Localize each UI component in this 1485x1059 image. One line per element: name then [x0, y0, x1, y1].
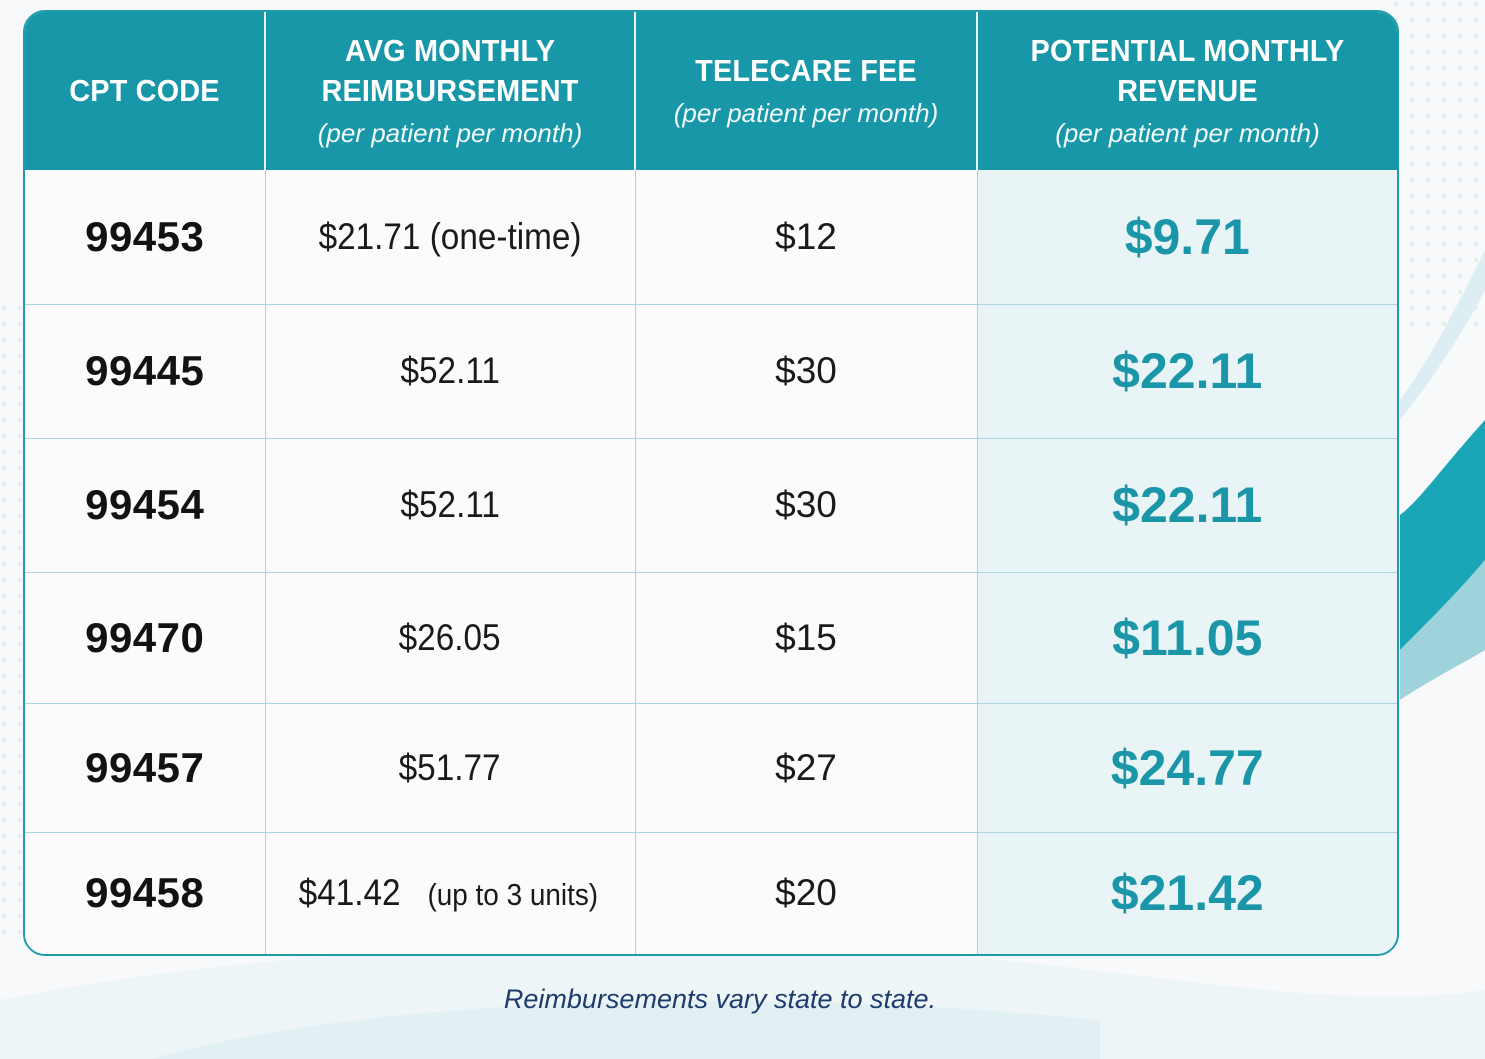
telecare-fee-cell: $12: [635, 170, 978, 305]
telecare-fee-cell: $15: [635, 572, 978, 704]
header-cpt-code: CPT CODE: [25, 12, 266, 170]
header-subtitle: (per patient per month): [1055, 118, 1320, 148]
header-subtitle: (per patient per month): [317, 118, 583, 148]
header-subtitle: (per patient per month): [673, 98, 939, 128]
telecare-fee-cell: $30: [635, 304, 978, 439]
cpt-code-cell: 99457: [25, 703, 266, 833]
cpt-reimbursement-table: CPT CODE AVG MONTHLY REIMBURSEMENT (per …: [25, 12, 1397, 954]
header-row: CPT CODE AVG MONTHLY REIMBURSEMENT (per …: [25, 12, 1397, 170]
reimbursement-cell: $52.11: [265, 304, 636, 439]
reimbursement-cell: $52.11: [265, 438, 636, 573]
reimbursement-cell: $51.77: [265, 703, 636, 833]
table-row: 99458 $41.42 (up to 3 units) $20 $21.42: [25, 832, 1397, 954]
reimbursement-value: $26.05: [399, 616, 501, 658]
revenue-cell: $24.77: [977, 703, 1397, 833]
revenue-cell: $22.11: [977, 304, 1397, 439]
table-body: 99453 $21.71 (one-time) $12 $9.71 99445 …: [25, 170, 1397, 954]
header-avg-monthly-reimbursement: AVG MONTHLY REIMBURSEMENT (per patient p…: [265, 12, 636, 170]
header-title: POTENTIAL MONTHLY REVENUE: [1030, 33, 1345, 108]
table-row: 99470 $26.05 $15 $11.05: [25, 572, 1397, 704]
table-row: 99445 $52.11 $30 $22.11: [25, 304, 1397, 439]
telecare-fee-cell: $20: [635, 832, 978, 954]
reimbursement-note: (up to 3 units): [427, 877, 598, 913]
telecare-fee-cell: $30: [635, 438, 978, 573]
revenue-cell: $9.71: [977, 170, 1397, 305]
header-potential-monthly-revenue: POTENTIAL MONTHLY REVENUE (per patient p…: [977, 12, 1397, 170]
table-row: 99453 $21.71 (one-time) $12 $9.71: [25, 170, 1397, 305]
telecare-fee-cell: $27: [635, 703, 978, 833]
footnote: Reimbursements vary state to state.: [503, 984, 937, 1014]
table-header: CPT CODE AVG MONTHLY REIMBURSEMENT (per …: [25, 12, 1397, 170]
header-title: CPT CODE: [69, 73, 220, 108]
header-telecare-fee: TELECARE FEE (per patient per month): [635, 12, 978, 170]
reimbursement-cell: $21.71 (one-time): [265, 170, 636, 305]
table-row: 99457 $51.77 $27 $24.77: [25, 703, 1397, 833]
reimbursement-value: $51.77: [399, 746, 501, 788]
revenue-cell: $11.05: [977, 572, 1397, 704]
cpt-code-cell: 99470: [25, 572, 266, 704]
reimbursement-value: $52.11: [400, 484, 500, 525]
cpt-code-cell: 99458: [25, 832, 266, 954]
reimbursement-cell: $41.42 (up to 3 units): [265, 832, 636, 954]
table-row: 99454 $52.11 $30 $22.11: [25, 438, 1397, 573]
cpt-code-cell: 99445: [25, 304, 266, 439]
cpt-reimbursement-table-card: CPT CODE AVG MONTHLY REIMBURSEMENT (per …: [23, 10, 1399, 956]
reimbursement-value: $21.71 (one-time): [318, 215, 582, 257]
cpt-code-cell: 99453: [25, 170, 266, 305]
reimbursement-value: $52.11: [400, 350, 500, 391]
header-title: TELECARE FEE: [695, 53, 917, 88]
reimbursement-cell: $26.05: [265, 572, 636, 704]
revenue-cell: $22.11: [977, 438, 1397, 573]
cpt-code-cell: 99454: [25, 438, 266, 573]
revenue-cell: $21.42: [977, 832, 1397, 954]
header-title: AVG MONTHLY REIMBURSEMENT: [321, 33, 579, 108]
reimbursement-value: $41.42: [298, 872, 401, 914]
